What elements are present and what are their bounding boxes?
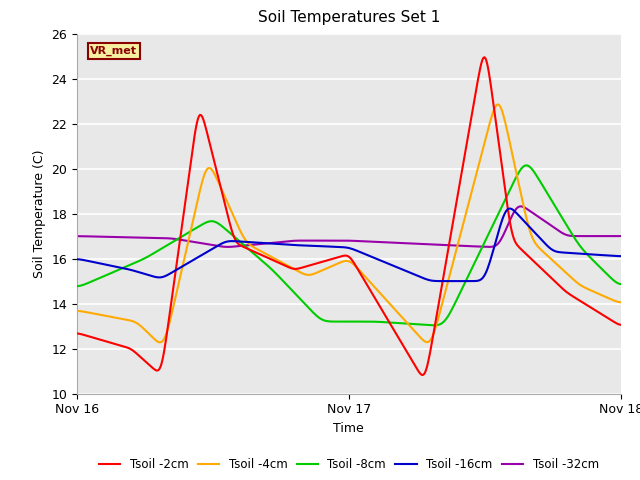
Legend: Tsoil -2cm, Tsoil -4cm, Tsoil -8cm, Tsoil -16cm, Tsoil -32cm: Tsoil -2cm, Tsoil -4cm, Tsoil -8cm, Tsoi…	[94, 454, 604, 476]
Text: VR_met: VR_met	[90, 46, 138, 57]
Y-axis label: Soil Temperature (C): Soil Temperature (C)	[33, 149, 45, 278]
X-axis label: Time: Time	[333, 422, 364, 435]
Title: Soil Temperatures Set 1: Soil Temperatures Set 1	[258, 11, 440, 25]
